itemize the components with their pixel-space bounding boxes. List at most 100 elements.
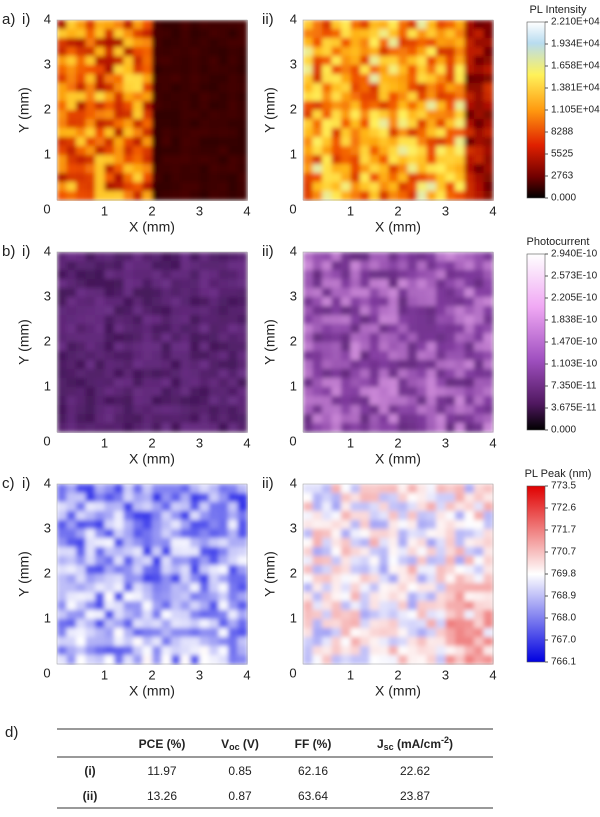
heatmap-cell: [312, 502, 323, 512]
heatmap-cell: [379, 351, 390, 361]
heatmap-cell: [407, 182, 418, 192]
heatmap-cell: [85, 378, 96, 388]
heatmap-cell: [398, 101, 409, 111]
heatmap-cell: [218, 297, 229, 307]
heatmap-cell: [350, 333, 361, 343]
heatmap-cell: [133, 529, 144, 539]
heatmap-cell: [180, 119, 191, 129]
heatmap-cell: [436, 261, 447, 271]
heatmap-cell: [76, 306, 87, 316]
heatmap-cell: [303, 146, 314, 156]
heatmap-cell: [322, 610, 333, 620]
heatmap-cell: [483, 360, 494, 370]
heatmap-cell: [464, 529, 475, 539]
heatmap-cell: [123, 511, 134, 521]
heatmap-cell: [474, 137, 485, 147]
heatmap-cell: [407, 378, 418, 388]
heatmap-cell: [322, 92, 333, 102]
heatmap-cell: [171, 637, 182, 647]
heatmap-cell: [152, 414, 163, 424]
heatmap-cell: [180, 646, 191, 656]
heatmap-cell: [417, 38, 428, 48]
heatmap-cell: [341, 529, 352, 539]
heatmap-cell: [436, 173, 447, 183]
heatmap-cell: [66, 414, 77, 424]
heatmap-cell: [218, 493, 229, 503]
colorbar-tick-label: 2.205E-10: [551, 293, 598, 304]
colorbar-tick-label: 3.675E-11: [551, 403, 597, 414]
heatmap: [303, 484, 494, 665]
heatmap-cell: [322, 119, 333, 129]
heatmap-cell: [218, 529, 229, 539]
heatmap-cell: [426, 520, 437, 530]
heatmap-cell: [190, 396, 201, 406]
y-tick-label: 3: [44, 520, 51, 535]
heatmap-cell: [180, 565, 191, 575]
heatmap-cell: [209, 279, 220, 289]
heatmap-cell: [237, 646, 248, 656]
heatmap-cell: [152, 101, 163, 111]
heatmap-cell: [360, 65, 371, 75]
map-label: ii): [262, 475, 274, 492]
heatmap-cell: [237, 324, 248, 334]
heatmap-cell: [388, 155, 399, 165]
heatmap-cell: [417, 565, 428, 575]
heatmap-cell: [436, 619, 447, 629]
heatmap-cell: [407, 387, 418, 397]
heatmap-cell: [57, 83, 68, 93]
heatmap-cell: [199, 173, 210, 183]
heatmap-cell: [322, 619, 333, 629]
heatmap-cell: [95, 414, 106, 424]
heatmap-cell: [360, 360, 371, 370]
heatmap-cell: [57, 252, 68, 262]
heatmap-cell: [85, 610, 96, 620]
heatmap-cell: [436, 484, 447, 494]
heatmap-cell: [142, 155, 153, 165]
heatmap-cell: [312, 529, 323, 539]
heatmap-cell: [322, 655, 333, 665]
heatmap-cell: [85, 252, 96, 262]
heatmap-cell: [180, 38, 191, 48]
heatmap-cell: [66, 538, 77, 548]
heatmap-cell: [341, 556, 352, 566]
heatmap-cell: [152, 279, 163, 289]
heatmap-cell: [104, 484, 115, 494]
heatmap-cell: [66, 547, 77, 557]
heatmap-cell: [142, 574, 153, 584]
heatmap-cell: [104, 601, 115, 611]
x-tick-label: 1: [101, 203, 108, 218]
heatmap-cell: [407, 306, 418, 316]
heatmap-cell: [104, 74, 115, 84]
heatmap-cell: [57, 279, 68, 289]
heatmap-cell: [417, 324, 428, 334]
heatmap-cell: [180, 56, 191, 66]
heatmap-cell: [66, 405, 77, 415]
heatmap-cell: [161, 369, 172, 379]
heatmap-cell: [350, 173, 361, 183]
heatmap-cell: [190, 74, 201, 84]
y-tick-label: 2: [44, 333, 51, 348]
heatmap-cell: [360, 252, 371, 262]
heatmap-cell: [76, 155, 87, 165]
heatmap-cell: [407, 556, 418, 566]
heatmap-cell: [152, 583, 163, 593]
heatmap-cell: [445, 297, 456, 307]
heatmap-cell: [350, 511, 361, 521]
heatmap-cell: [76, 20, 87, 30]
heatmap-cell: [331, 529, 342, 539]
heatmap-cell: [85, 306, 96, 316]
heatmap-cell: [474, 520, 485, 530]
heatmap-cell: [76, 405, 87, 415]
heatmap-cell: [133, 119, 144, 129]
heatmap-cell: [237, 405, 248, 415]
heatmap-cell: [142, 315, 153, 325]
x-tick-label: 4: [489, 203, 496, 218]
heatmap-cell: [407, 74, 418, 84]
heatmap-cell: [417, 47, 428, 57]
heatmap-cell: [199, 637, 210, 647]
heatmap-cell: [388, 565, 399, 575]
heatmap-cell: [114, 342, 125, 352]
heatmap-cell: [445, 101, 456, 111]
heatmap-cell: [312, 137, 323, 147]
heatmap-cell: [426, 306, 437, 316]
